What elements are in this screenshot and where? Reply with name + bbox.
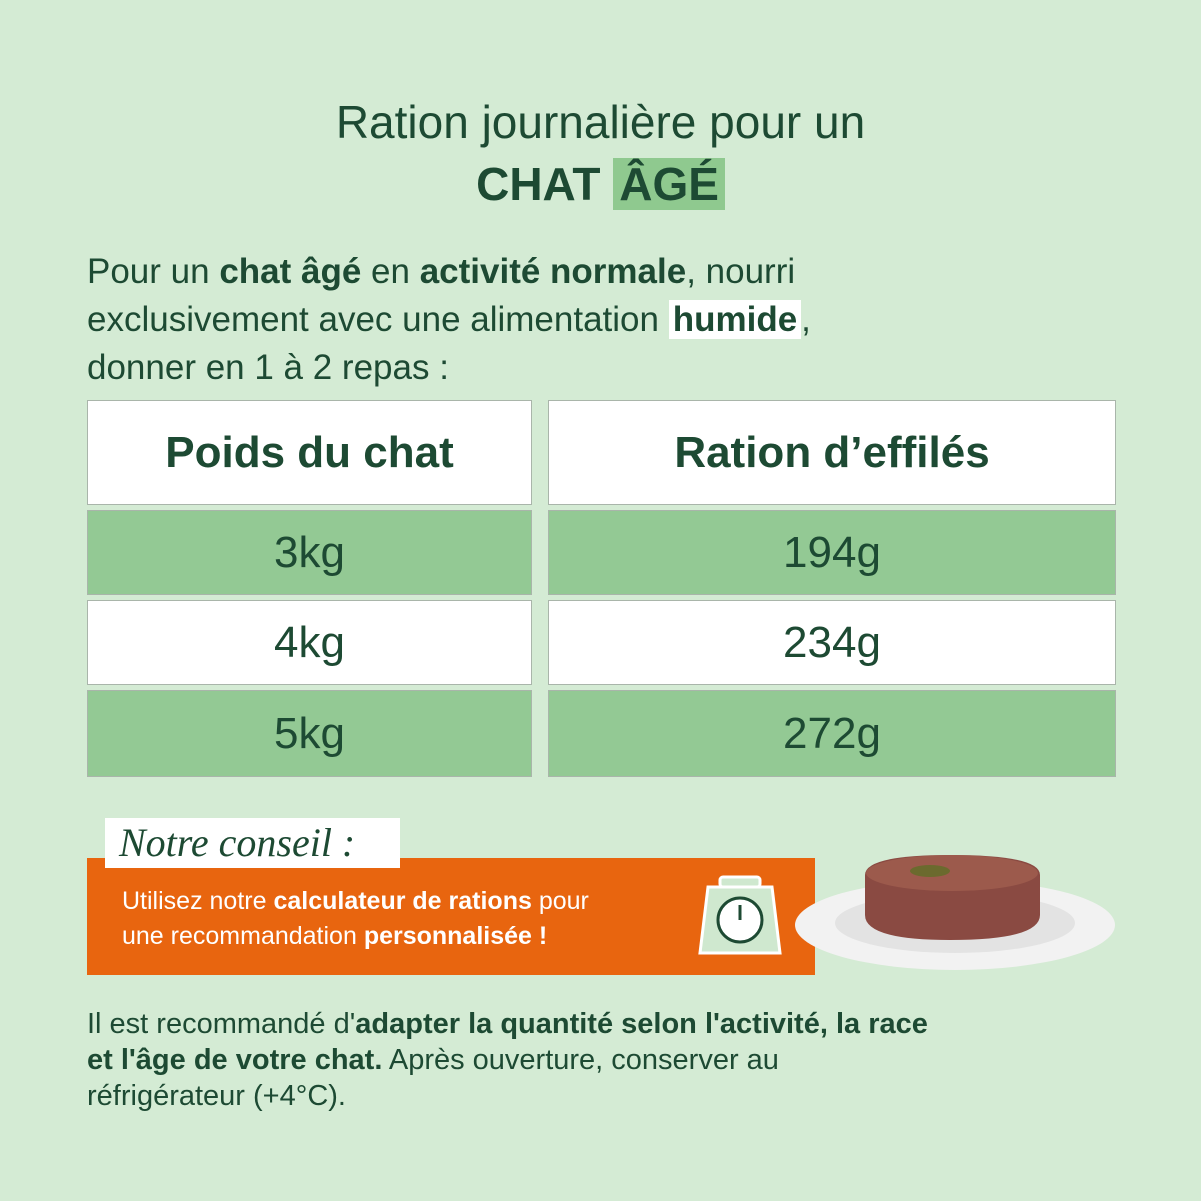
- text: exclusivement avec une alimentation: [87, 300, 669, 339]
- table-cell: 234g: [548, 600, 1116, 685]
- footer: Il est recommandé d'adapter la quantité …: [87, 1006, 928, 1114]
- table-header: Poids du chat: [87, 400, 532, 505]
- table-cell: 3kg: [87, 510, 532, 595]
- text-bold: personnalisée !: [363, 922, 548, 950]
- text-bold: et l'âge de votre chat.: [87, 1044, 383, 1076]
- text-bold: chat âgé: [219, 252, 362, 291]
- title-word: CHAT: [476, 158, 601, 210]
- text: , nourri: [686, 252, 796, 291]
- text: en: [361, 252, 420, 291]
- text: Il est recommandé d': [87, 1008, 356, 1040]
- text-bold: adapter la quantité selon l'activité, la…: [355, 1008, 928, 1040]
- text: pour: [531, 887, 589, 915]
- table-header: Ration d’effilés: [548, 400, 1116, 505]
- intro: Pour un chat âgé en activité normale, no…: [87, 248, 811, 392]
- table-cell: 4kg: [87, 600, 532, 685]
- title: Ration journalière pour un: [335, 96, 866, 148]
- text: Pour un: [87, 252, 220, 291]
- title-highlight: ÂGÉ: [613, 158, 725, 210]
- advice-text: Utilisez notre calculateur de rations po…: [122, 884, 589, 954]
- food-image: [795, 855, 1115, 970]
- table-cell: 194g: [548, 510, 1116, 595]
- advice-label: Notre conseil :: [105, 818, 400, 868]
- text-bold: calculateur de rations: [273, 887, 532, 915]
- text: ,: [801, 300, 811, 339]
- scale-icon: [698, 875, 782, 955]
- text-bold: activité normale: [419, 252, 687, 291]
- title-emphasis: CHAT ÂGÉ: [0, 157, 1201, 211]
- text: donner en 1 à 2 repas :: [87, 348, 449, 387]
- text: une recommandation: [122, 922, 364, 950]
- table-cell: 272g: [548, 690, 1116, 777]
- text-bold: humide: [668, 300, 802, 339]
- table-cell: 5kg: [87, 690, 532, 777]
- text: Utilisez notre: [122, 887, 274, 915]
- advice-box: [87, 858, 815, 975]
- text: Après ouverture, conserver au: [382, 1044, 779, 1076]
- text: réfrigérateur (+4°C).: [87, 1080, 346, 1112]
